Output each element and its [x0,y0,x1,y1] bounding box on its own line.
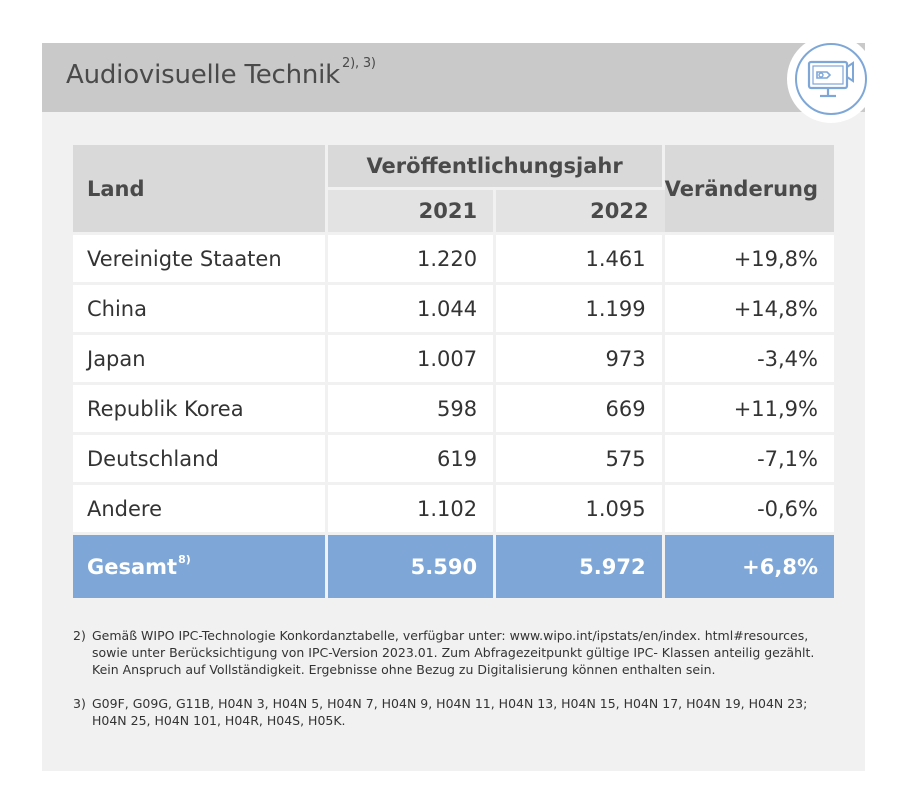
cell-2021: 1.220 [328,235,496,285]
header-land: Land [73,145,328,235]
cell-2021: 1.007 [328,335,496,385]
category-badge-ring [795,43,867,115]
cell-land: Republik Korea [73,385,328,435]
title-text: Audiovisuelle Technik [66,60,340,90]
cell-land: China [73,285,328,335]
footnote-number: 3) [73,695,92,729]
cell-2022: 575 [496,435,664,485]
cell-change: +11,9% [665,385,834,435]
table-row-total: Gesamt8) 5.590 5.972 +6,8% [73,535,834,601]
cell-change: -7,1% [665,435,834,485]
footnote-text: Gemäß WIPO IPC-Technologie Konkordanztab… [92,627,843,678]
footnote-number: 2) [73,627,92,678]
cell-change: -0,6% [665,485,834,535]
cell-2021: 619 [328,435,496,485]
table-row: China 1.044 1.199 +14,8% [73,285,834,335]
cell-2022: 669 [496,385,664,435]
cell-change: +14,8% [665,285,834,335]
audiovisual-monitor-icon [807,57,857,101]
page-title: Audiovisuelle Technik2), 3) [66,60,376,90]
header-year-2021: 2021 [328,190,496,235]
cell-land: Vereinigte Staaten [73,235,328,285]
header-publication-year: Veröffentlichungsjahr [328,145,665,190]
header-year-2022: 2022 [496,190,664,235]
table-row: Republik Korea 598 669 +11,9% [73,385,834,435]
cell-change: +19,8% [665,235,834,285]
data-table: Land Veröffentlichungsjahr Veränderung 2… [73,145,834,601]
footnote-text: G09F, G09G, G11B, H04N 3, H04N 5, H04N 7… [92,695,843,729]
cell-2021: 598 [328,385,496,435]
cell-2022: 973 [496,335,664,385]
cell-land: Deutschland [73,435,328,485]
footnotes: 2) Gemäß WIPO IPC-Technologie Konkordanz… [73,627,843,746]
total-label-text: Gesamt [87,555,177,579]
cell-2022: 1.461 [496,235,664,285]
table-row: Japan 1.007 973 -3,4% [73,335,834,385]
cell-change: -3,4% [665,335,834,385]
cell-2021: 1.044 [328,285,496,335]
cell-total-2022: 5.972 [496,535,664,601]
total-footnote-ref: 8) [178,553,191,566]
table-row: Vereinigte Staaten 1.220 1.461 +19,8% [73,235,834,285]
header-change: Veränderung [665,145,834,235]
cell-land: Andere [73,485,328,535]
table-row: Andere 1.102 1.095 -0,6% [73,485,834,535]
category-badge [787,35,875,123]
cell-land: Japan [73,335,328,385]
cell-total-change: +6,8% [665,535,834,601]
header-band: Audiovisuelle Technik2), 3) [42,43,865,112]
cell-total-2021: 5.590 [328,535,496,601]
cell-2022: 1.095 [496,485,664,535]
cell-2022: 1.199 [496,285,664,335]
cell-2021: 1.102 [328,485,496,535]
title-footnote-ref: 2), 3) [342,56,376,71]
cell-total-label: Gesamt8) [73,535,328,601]
table-row: Deutschland 619 575 -7,1% [73,435,834,485]
content-card: Audiovisuelle Technik2), 3) Land Veröffe… [42,43,865,771]
footnote: 2) Gemäß WIPO IPC-Technologie Konkordanz… [73,627,843,678]
footnote: 3) G09F, G09G, G11B, H04N 3, H04N 5, H04… [73,695,843,729]
